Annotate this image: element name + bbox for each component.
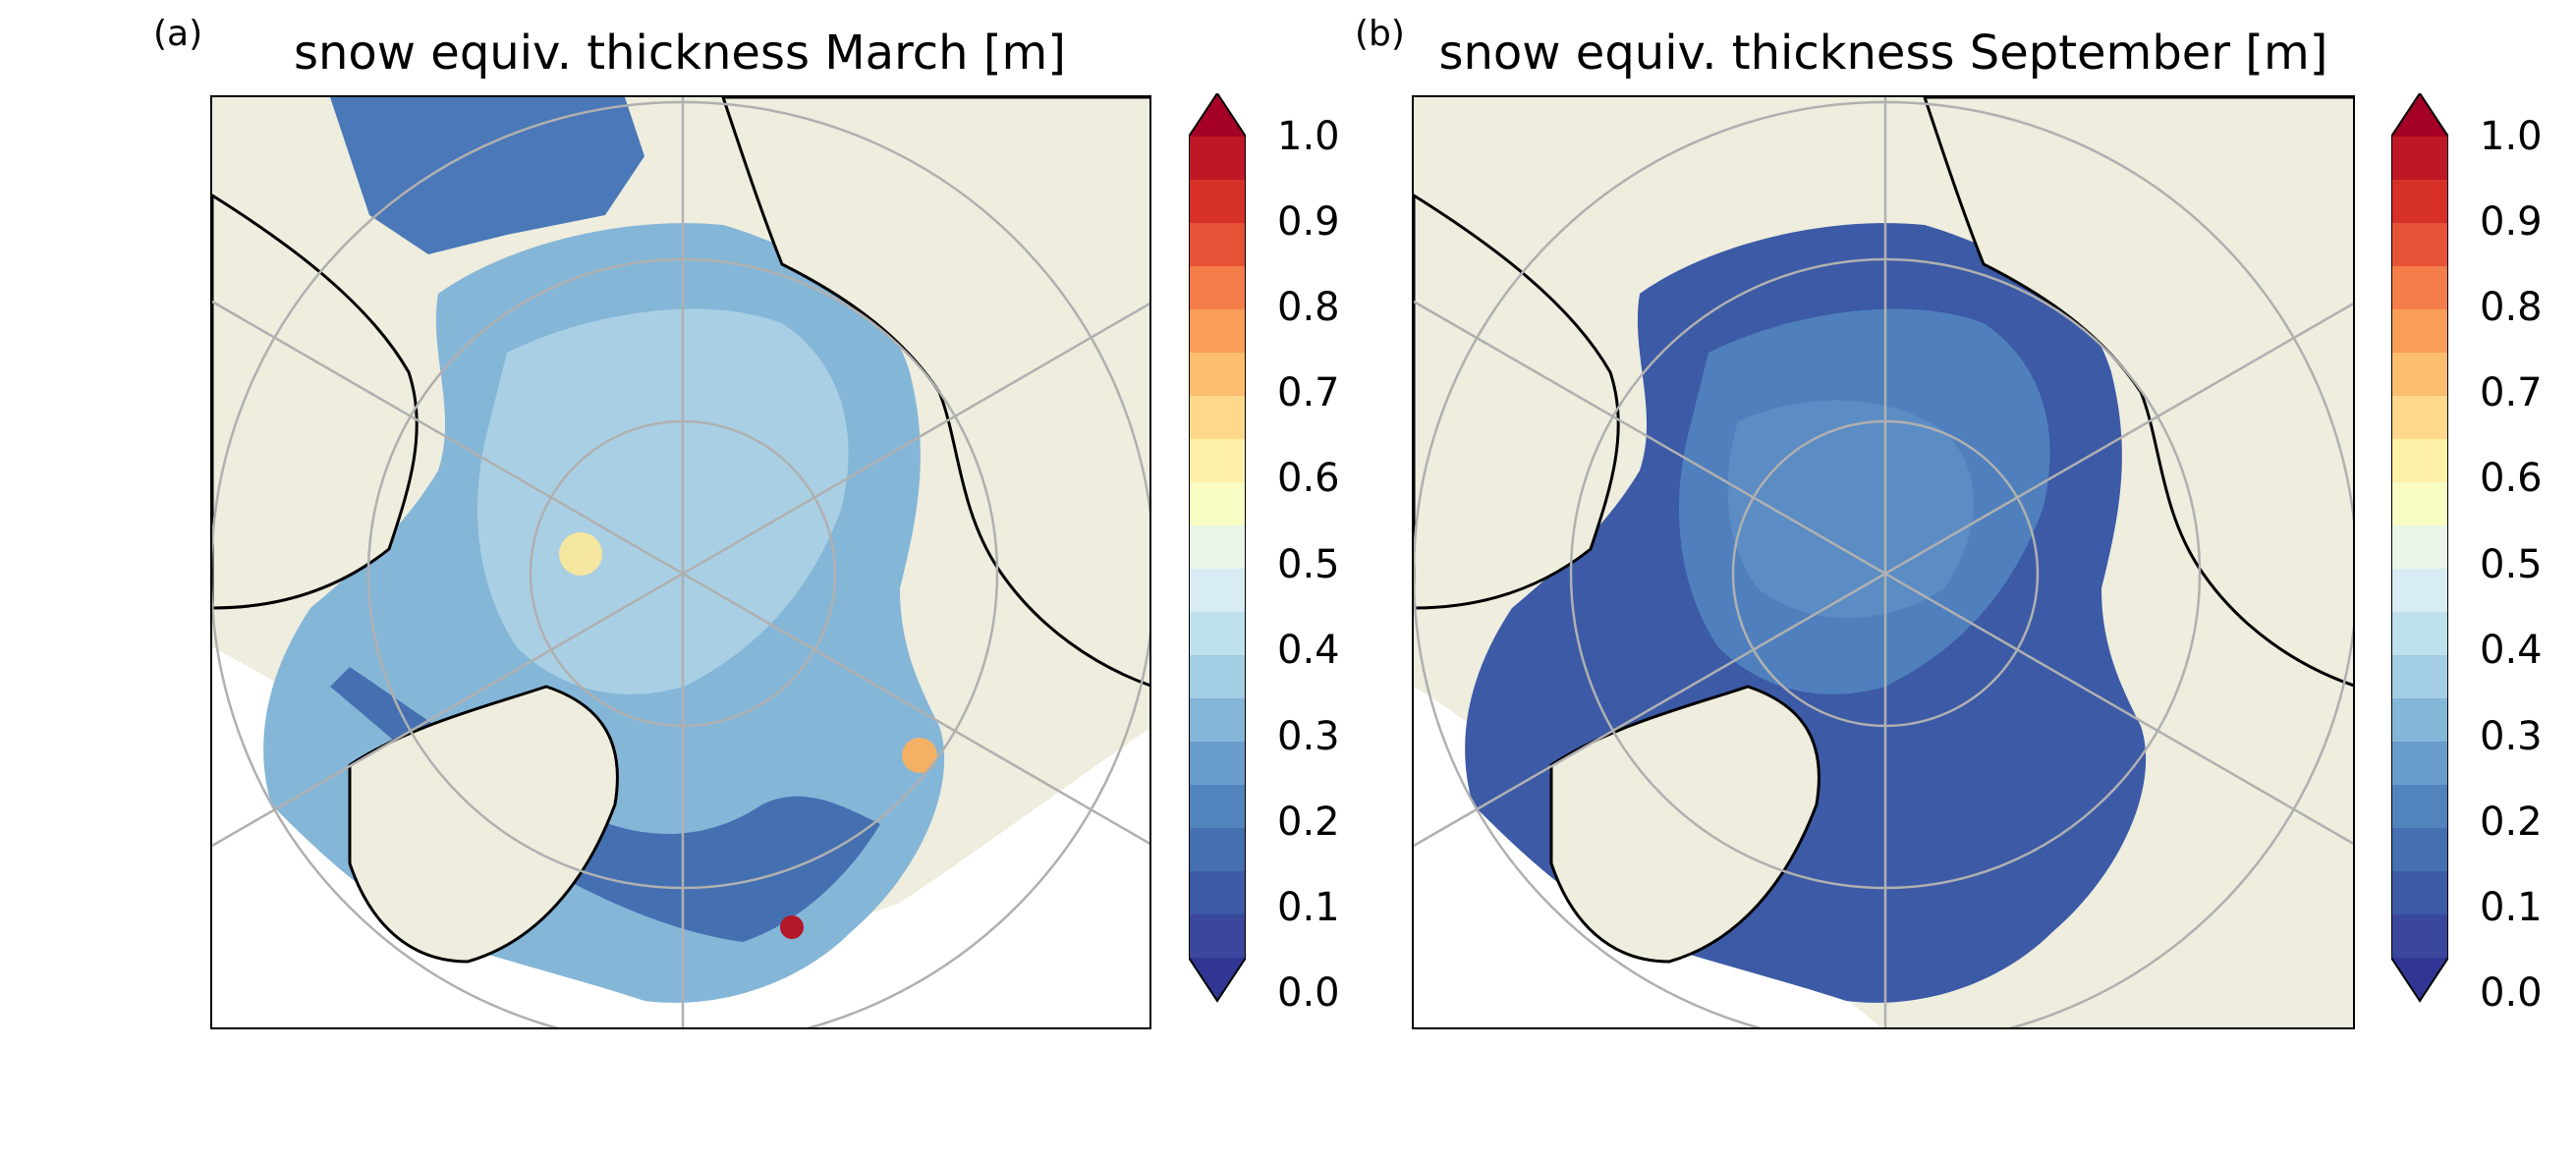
colorbar-tick-label: 0.0 [2480, 970, 2543, 1016]
panel-a-label: (a) [153, 14, 203, 54]
snow-field-inner [477, 308, 849, 694]
colorbar-tick-label: 0.1 [2480, 885, 2543, 930]
panel-b-title: snow equiv. thickness September [m] [1438, 26, 2328, 81]
snow-field-mid [1727, 400, 1974, 618]
panel-a-map-svg [212, 97, 1149, 1027]
north-america [1414, 193, 1620, 610]
colorbar-tick-label: 0.9 [1277, 199, 1340, 245]
colorbar-tick-label: 0.5 [2480, 542, 2543, 587]
panel-b-colorbar [2390, 91, 2458, 1036]
panel-b-map [1412, 95, 2355, 1029]
greenland [348, 685, 619, 964]
colorbar-tick-label: 0.8 [2480, 285, 2543, 330]
greenland [1549, 685, 1820, 964]
colorbar-extend-min [1189, 958, 1246, 1001]
colorbar-bands [2391, 137, 2448, 958]
colorbar-tick-label: 0.7 [1277, 370, 1340, 415]
colorbar-extend-min [2391, 958, 2448, 1001]
thick-snow-spot [780, 915, 804, 939]
colorbar-extend-max [2391, 93, 2448, 137]
snow-field-thin-edge [330, 667, 880, 942]
panel-a-colorbar-svg [1188, 91, 1256, 1003]
colorbar-tick-label: 0.0 [1277, 970, 1340, 1016]
graticule [212, 97, 1149, 1027]
panel-b-map-svg [1414, 97, 2353, 1027]
thick-snow-spot [902, 738, 937, 773]
graticule [1414, 97, 2353, 1027]
panel-a-map [210, 95, 1151, 1029]
colorbar-bands [1189, 137, 1246, 958]
colorbar-tick-label: 0.2 [1277, 800, 1340, 845]
colorbar-tick-label: 0.9 [2480, 199, 2543, 245]
panel-a-colorbar [1188, 91, 1256, 1036]
colorbar-tick-label: 0.2 [2480, 800, 2543, 845]
north-america [212, 193, 419, 610]
colorbar-tick-label: 0.5 [1277, 542, 1340, 587]
colorbar-tick-label: 0.6 [1277, 456, 1340, 501]
colorbar-tick-label: 0.1 [1277, 885, 1340, 930]
colorbar-tick-label: 0.3 [2480, 714, 2543, 759]
panel-b-label: (b) [1355, 14, 1405, 54]
panel-a-title: snow equiv. thickness March [m] [293, 26, 1067, 81]
colorbar-tick-label: 0.3 [1277, 714, 1340, 759]
colorbar-tick-label: 0.7 [2480, 370, 2543, 415]
colorbar-tick-label: 0.8 [1277, 285, 1340, 330]
snow-field-low-north [330, 97, 644, 254]
colorbar-tick-label: 0.6 [2480, 456, 2543, 501]
panel-b-colorbar-svg [2390, 91, 2458, 1003]
colorbar-extend-max [1189, 93, 1246, 137]
thick-snow-spot [559, 532, 602, 576]
colorbar-tick-label: 1.0 [2480, 114, 2543, 159]
colorbar-tick-label: 0.4 [2480, 628, 2543, 673]
ocean-no-data [1414, 746, 1551, 883]
colorbar-tick-label: 1.0 [1277, 114, 1340, 159]
colorbar-tick-label: 0.4 [1277, 628, 1340, 673]
